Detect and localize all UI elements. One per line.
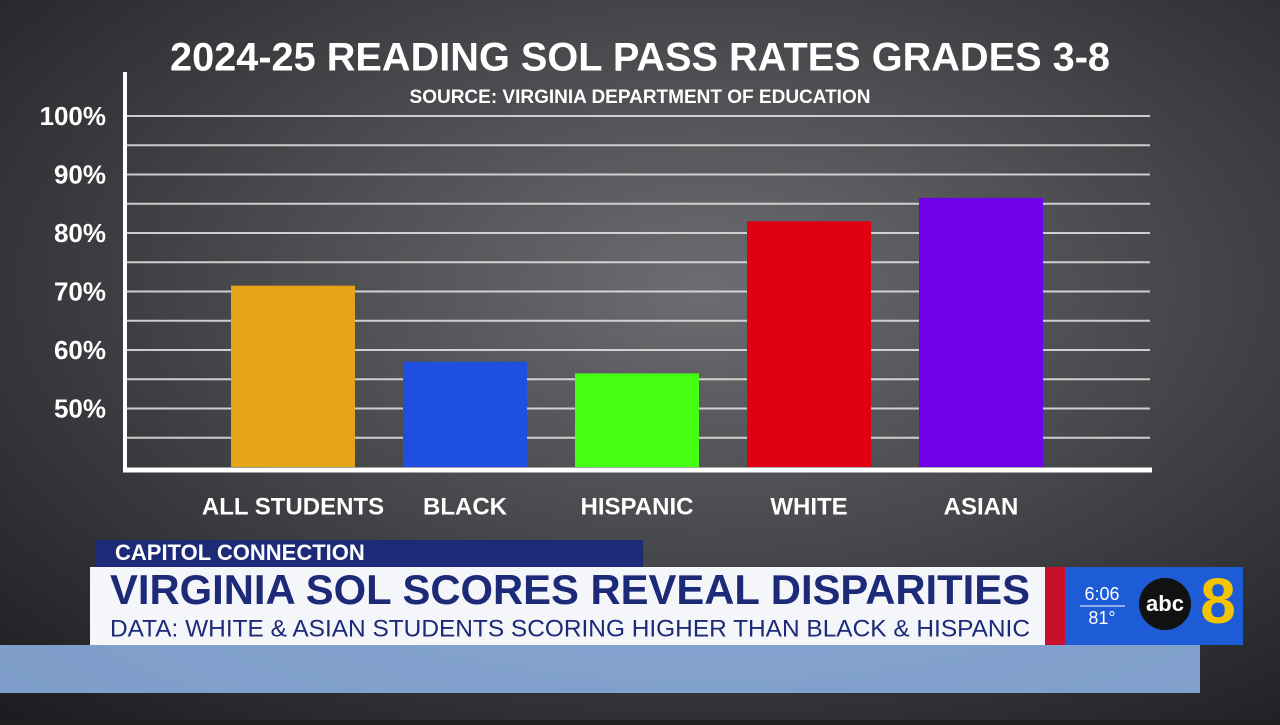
bar [919,197,1043,467]
headline-band [90,567,1045,645]
chart-subtitle: SOURCE: VIRGINIA DEPARTMENT OF EDUCATION [410,87,871,108]
y-tick-label: 80% [54,218,106,248]
tag: CAPITOL CONNECTION [115,540,365,565]
x-tick-label: WHITE [770,493,847,520]
bar [575,373,699,467]
time: 6:06 [1084,584,1119,604]
y-tick-label: 100% [40,101,107,131]
plot: 50% 60% 70% 80% 90% 100% ALL STUDENTS BLACK HISP… [40,101,1150,520]
y-tick-label: 90% [54,159,106,189]
subhead: DATA: WHITE & ASIAN STUDENTS SCORING HIG… [110,615,1030,642]
x-tick-label: HISPANIC [581,493,694,520]
temperature: 81° [1088,608,1115,628]
y-tick-label: 60% [54,335,106,365]
x-tick-label: ALL STUDENTS [202,493,384,520]
logo-text: abc [1146,591,1184,616]
bar [747,221,871,467]
logo-circle [1139,578,1191,630]
bar [403,361,527,467]
lower-third: CAPITOL CONNECTION VIRGINIA SOL SCORES R… [0,540,1243,693]
tag-bar [95,540,643,567]
chart-title: 2024-25 READING SOL PASS RATES GRADES 3-… [170,36,1110,80]
y-tick-label: 70% [54,276,106,306]
logo-number: 8 [1200,565,1236,637]
y-tick-label: 50% [54,393,106,423]
x-tick-label: ASIAN [944,493,1019,520]
headline: VIRGINIA SOL SCORES REVEAL DISPARITIES [110,566,1030,613]
bar [231,285,355,467]
x-tick-label: BLACK [423,493,508,520]
red-stripe [1045,567,1065,645]
bottom-strip [0,645,1200,693]
